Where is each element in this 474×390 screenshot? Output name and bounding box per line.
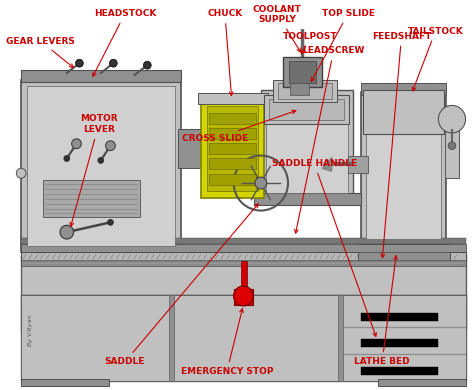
Text: CHUCK: CHUCK (207, 9, 243, 96)
Text: SADDLE HANDLE: SADDLE HANDLE (272, 159, 376, 337)
Bar (172, 295, 341, 381)
Bar (21, 295, 465, 381)
Circle shape (108, 220, 113, 225)
Bar (273, 80, 337, 101)
Circle shape (448, 142, 456, 150)
Bar (269, 99, 344, 120)
Bar (361, 367, 438, 374)
Circle shape (438, 105, 465, 133)
Circle shape (234, 286, 253, 306)
Bar (261, 90, 353, 198)
Bar (338, 295, 343, 381)
Circle shape (98, 158, 104, 163)
Text: TOP SLIDE: TOP SLIDE (311, 9, 374, 81)
Bar (361, 339, 438, 347)
Bar (290, 83, 310, 95)
Bar (363, 90, 444, 134)
Text: HEADSTOCK: HEADSTOCK (93, 9, 156, 76)
Text: By V.Ryan: By V.Ryan (28, 315, 33, 346)
Bar (266, 95, 348, 193)
Bar (361, 313, 438, 321)
Bar (445, 119, 459, 178)
Bar (21, 70, 181, 82)
Bar (341, 354, 465, 355)
Bar (365, 97, 441, 239)
Bar (21, 252, 465, 262)
Bar (43, 180, 139, 217)
Circle shape (16, 168, 26, 178)
Bar (254, 193, 361, 205)
Bar (361, 83, 446, 95)
Bar (169, 295, 173, 381)
Bar (21, 260, 465, 266)
Text: LATHE BED: LATHE BED (354, 256, 410, 366)
Bar (21, 379, 109, 386)
Bar (27, 86, 175, 246)
Text: TAILSTOCK: TAILSTOCK (408, 27, 464, 91)
Bar (234, 289, 253, 305)
Bar (341, 295, 465, 381)
Bar (210, 113, 256, 124)
Bar (21, 238, 465, 244)
Bar (21, 295, 465, 330)
Bar (21, 295, 172, 381)
Circle shape (64, 156, 70, 161)
Bar (241, 261, 247, 295)
Bar (210, 158, 256, 169)
Text: CROSS SLIDE: CROSS SLIDE (182, 110, 296, 144)
Bar (283, 57, 322, 87)
Text: EMERGENCY STOP: EMERGENCY STOP (181, 309, 273, 376)
Bar (264, 95, 349, 124)
Bar (210, 128, 256, 139)
Bar (178, 129, 208, 168)
Bar (21, 255, 465, 296)
Bar (208, 106, 258, 191)
Circle shape (109, 59, 117, 67)
Bar (278, 83, 332, 99)
Text: GEAR LEVERS: GEAR LEVERS (6, 37, 75, 67)
Text: FEEDSHAFT: FEEDSHAFT (372, 32, 431, 258)
Bar (358, 242, 450, 262)
Circle shape (144, 61, 151, 69)
Bar (210, 174, 256, 185)
Text: LEADSCREW: LEADSCREW (294, 46, 365, 233)
Circle shape (106, 141, 115, 151)
Bar (289, 61, 316, 83)
Circle shape (72, 139, 82, 149)
Circle shape (75, 59, 83, 67)
Text: COOLANT
SUPPLY: COOLANT SUPPLY (253, 5, 301, 52)
Polygon shape (322, 158, 332, 171)
Bar (361, 92, 446, 244)
Text: MOTOR
LEVER: MOTOR LEVER (70, 114, 118, 226)
Text: SADDLE: SADDLE (105, 204, 258, 366)
Bar (21, 80, 181, 252)
Bar (198, 93, 268, 105)
Bar (21, 244, 465, 252)
Bar (348, 156, 367, 173)
Circle shape (255, 177, 267, 189)
Circle shape (60, 225, 73, 239)
Bar (210, 143, 256, 154)
Bar (378, 379, 465, 386)
Text: TOOLPOST: TOOLPOST (283, 32, 338, 54)
Bar (201, 99, 264, 198)
